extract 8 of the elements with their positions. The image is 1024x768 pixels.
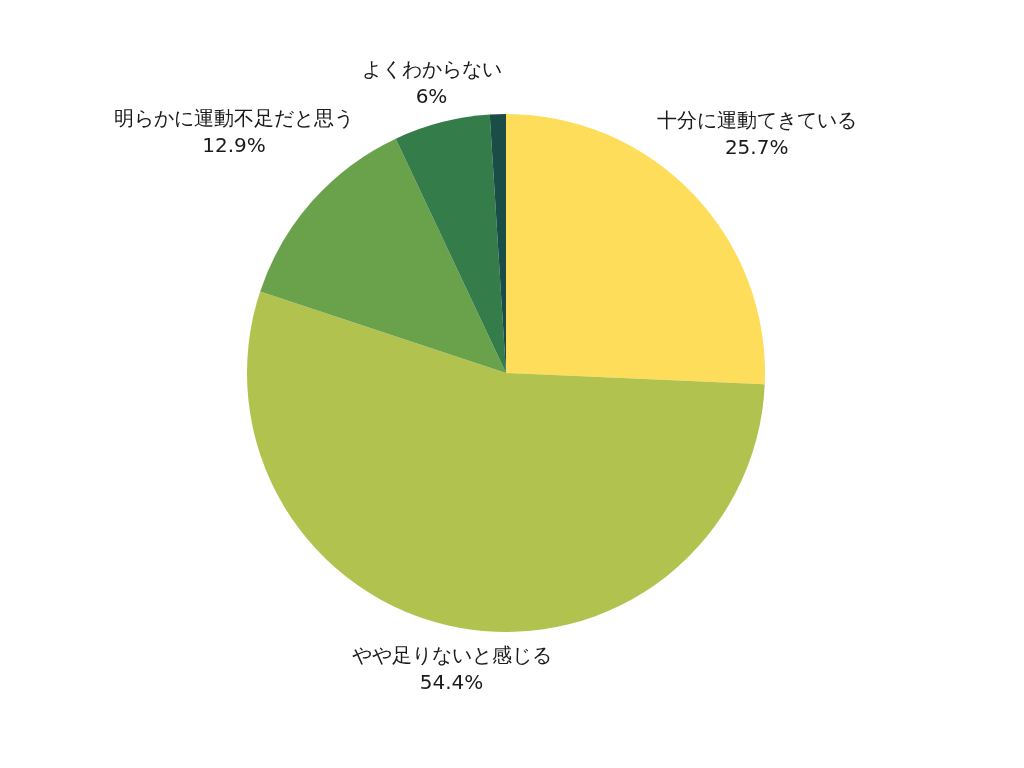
data-label: 25.7% [724,134,789,159]
data-label: 54.4% [419,670,484,695]
data-label: 6% [415,84,448,109]
slice-label: 明らかに運動不足だと思う [113,106,354,131]
slice-label: よくわからない [361,57,502,82]
data-label: 12.9% [202,133,266,158]
slice-label: やや足りないと感じる [351,643,552,668]
slice-label: 十分に運動てきている [656,107,857,132]
